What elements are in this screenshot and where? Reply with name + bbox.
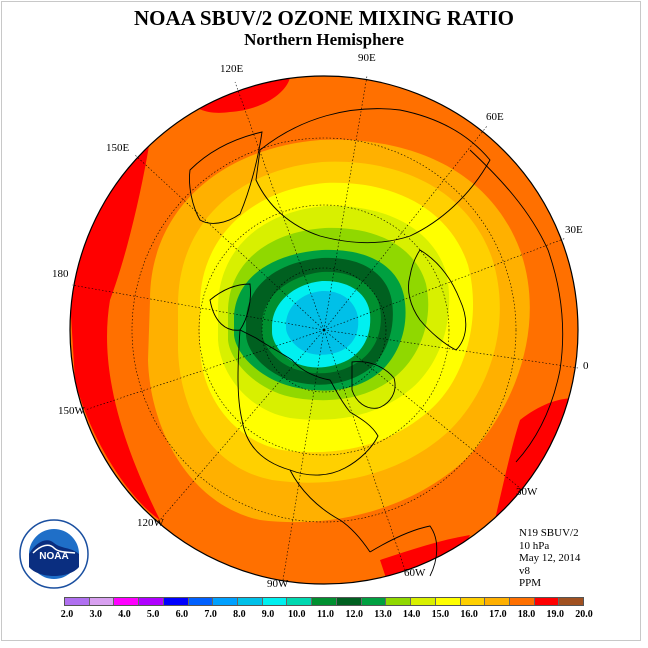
noaa-logo: NOAA — [19, 519, 89, 589]
coast-south-america — [369, 525, 438, 577]
meridian-60e — [323, 125, 488, 331]
band-19-north — [190, 77, 290, 113]
colorbar-swatch — [485, 598, 510, 605]
colorbar-swatch — [139, 598, 164, 605]
colorbar-tick-label: 3.0 — [89, 609, 102, 620]
colorbar-tick-label: 10.0 — [288, 609, 306, 620]
latitude-circle-30n — [131, 137, 517, 523]
colorbar-swatch — [262, 598, 288, 605]
colorbar-ticks: 2.0 3.0 4.0 5.0 6.0 7.0 8.0 9.0 10.0 11.0 12.0 13.0… — [0, 609, 648, 623]
colorbar — [64, 597, 584, 606]
meridian-60w — [323, 329, 406, 571]
lon-label-150e: 150E — [106, 142, 130, 154]
lon-label-90e: 90E — [358, 52, 376, 64]
pressure-label: 10 hPa — [519, 539, 550, 552]
colorbar-swatch — [509, 598, 535, 605]
band-8 — [286, 290, 359, 355]
lon-label-60e: 60E — [486, 111, 504, 123]
coast-europe — [408, 249, 467, 351]
meridian-90w — [282, 329, 325, 581]
figure-frame — [1, 1, 641, 641]
colorbar-swatch — [163, 598, 189, 605]
colorbar-tick-label: 2.0 — [60, 609, 74, 620]
colorbar-tick-label: 19.0 — [546, 609, 565, 620]
colorbar-swatch — [361, 598, 387, 605]
lon-label-60w: 60W — [404, 567, 426, 579]
latitude-circle-50n — [198, 204, 450, 456]
lon-label-120e: 120E — [220, 63, 244, 75]
colorbar-swatch — [114, 598, 140, 605]
colorbar-tick-label: 20.0 — [575, 609, 593, 620]
colorbar-swatch — [238, 598, 263, 605]
colorbar-swatch — [89, 598, 115, 605]
colorbar-swatch — [336, 598, 362, 605]
meridian-30e — [323, 237, 567, 331]
colorbar-tick-label: 15.0 — [431, 609, 450, 620]
logo-center-text: NOAA — [39, 551, 68, 562]
colorbar-tick-label: 12.0 — [345, 609, 363, 620]
coast-alaska — [209, 283, 251, 331]
colorbar-swatch — [188, 598, 214, 605]
colorbar-swatch — [386, 598, 412, 605]
page-subtitle: Northern Hemisphere — [244, 30, 404, 49]
colorbar-swatch — [287, 598, 313, 605]
colorbar-tick-label: 14.0 — [402, 609, 421, 620]
colorbar-swatch — [435, 598, 461, 605]
colorbar-tick-label: 17.0 — [489, 609, 507, 620]
coastlines — [189, 108, 564, 577]
colorbar-tick-label: 11.0 — [317, 609, 334, 620]
colorbar-tick-label: 4.0 — [118, 609, 131, 620]
band-19-west — [70, 140, 160, 520]
graticule — [71, 75, 579, 581]
meridian-150e — [134, 154, 325, 331]
page-title: NOAA SBUV/2 OZONE MIXING RATIO — [134, 6, 514, 30]
colorbar-tick-label: 5.0 — [146, 609, 160, 620]
coast-greenland — [351, 361, 396, 409]
lon-label-90w: 90W — [267, 578, 289, 590]
lon-label-0: 0 — [583, 360, 589, 372]
lon-label-30e: 30E — [565, 224, 583, 236]
colorbar-tick-label: 6.0 — [175, 609, 189, 620]
colorbar-swatch — [559, 598, 584, 605]
map-border — [69, 75, 579, 585]
version-label: v8 — [519, 564, 530, 577]
product-info: N19 SBUV/2 10 hPa May 12, 2014 v8 PPM — [519, 527, 580, 590]
date-label: May 12, 2014 — [519, 552, 581, 564]
coast-asia — [255, 108, 491, 244]
lon-label-120w: 120W — [137, 517, 164, 529]
colorbar-tick-label: 13.0 — [374, 609, 392, 620]
colorbar-tick-label: 16.0 — [460, 609, 478, 620]
lon-label-30w: 30W — [516, 486, 538, 498]
colorbar-tick-label: 18.0 — [517, 609, 536, 620]
lon-label-180: 180 — [52, 268, 69, 280]
colorbar-swatch — [460, 598, 486, 605]
units-label: PPM — [519, 577, 542, 589]
coast-central-america — [289, 469, 371, 553]
meridian-150w — [84, 329, 325, 411]
colorbar-tick-label: 8.0 — [233, 609, 246, 620]
colorbar-tick-label: 9.0 — [261, 609, 275, 620]
colorbar-swatch — [65, 598, 90, 605]
meridian-0 — [323, 329, 579, 369]
lon-label-150w: 150W — [58, 405, 85, 417]
latitude-circle-70n — [261, 267, 387, 393]
coast-north-america — [237, 329, 379, 476]
meridian-90e — [323, 75, 368, 331]
colorbar-swatch — [312, 598, 337, 605]
coast-siberia-east — [189, 131, 263, 224]
instrument-label: N19 SBUV/2 — [519, 527, 579, 539]
colorbar-swatch — [534, 598, 560, 605]
coast-africa-east — [469, 149, 564, 463]
colorbar-swatch — [411, 598, 436, 605]
colorbar-swatch — [213, 598, 239, 605]
meridian-180 — [71, 284, 325, 331]
colorbar-tick-label: 7.0 — [204, 609, 217, 620]
